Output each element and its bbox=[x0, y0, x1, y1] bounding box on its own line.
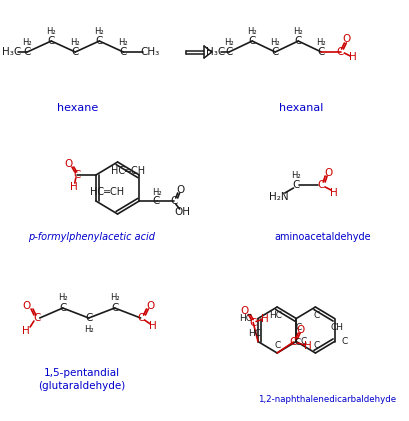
Text: H₂: H₂ bbox=[152, 187, 161, 197]
Text: C: C bbox=[96, 36, 103, 46]
Text: H₂: H₂ bbox=[247, 27, 257, 35]
Text: 1,5-pentandial: 1,5-pentandial bbox=[44, 368, 120, 378]
Text: H₂: H₂ bbox=[70, 37, 80, 46]
Text: C: C bbox=[313, 341, 319, 349]
Text: H: H bbox=[149, 321, 157, 331]
Text: C: C bbox=[294, 338, 300, 347]
Text: O: O bbox=[240, 306, 249, 317]
Text: O: O bbox=[324, 168, 332, 178]
Text: C: C bbox=[293, 180, 300, 190]
Text: H₃C: H₃C bbox=[206, 47, 225, 57]
Text: C: C bbox=[225, 47, 233, 57]
Text: HC: HC bbox=[249, 329, 262, 338]
Text: C: C bbox=[290, 337, 297, 347]
Text: C: C bbox=[72, 47, 79, 57]
Text: C: C bbox=[153, 196, 160, 206]
Text: hexanal: hexanal bbox=[279, 103, 324, 113]
Text: H₂: H₂ bbox=[292, 171, 301, 179]
Text: C: C bbox=[170, 196, 178, 206]
Text: C: C bbox=[313, 312, 319, 320]
Text: hexane: hexane bbox=[56, 103, 98, 113]
Text: H₂: H₂ bbox=[110, 293, 119, 303]
Text: C: C bbox=[318, 47, 325, 57]
Text: CH: CH bbox=[331, 323, 344, 332]
Text: H₂: H₂ bbox=[224, 37, 234, 46]
Text: aminoacetaldehyde: aminoacetaldehyde bbox=[274, 232, 371, 242]
Text: C: C bbox=[33, 313, 40, 323]
Text: HC: HC bbox=[269, 312, 282, 320]
Text: H₂: H₂ bbox=[293, 27, 303, 35]
Text: O: O bbox=[296, 325, 304, 335]
Text: H₂: H₂ bbox=[317, 37, 326, 46]
Text: H: H bbox=[70, 182, 78, 192]
Text: H: H bbox=[22, 326, 30, 336]
Text: H₂N: H₂N bbox=[269, 192, 289, 202]
Text: C: C bbox=[341, 337, 348, 346]
Text: HC═CH: HC═CH bbox=[111, 166, 146, 176]
Text: O: O bbox=[22, 301, 30, 311]
Text: H₂: H₂ bbox=[47, 27, 56, 35]
Text: O: O bbox=[342, 34, 351, 44]
Text: C: C bbox=[318, 180, 325, 190]
Text: C: C bbox=[272, 47, 279, 57]
Text: H: H bbox=[349, 52, 357, 62]
Text: C: C bbox=[24, 47, 31, 57]
Text: C: C bbox=[120, 47, 127, 57]
Text: HC: HC bbox=[239, 314, 252, 323]
Text: C: C bbox=[59, 303, 67, 313]
Text: H: H bbox=[304, 341, 312, 351]
Text: 1,2-naphthalenedicarbaldehyde: 1,2-naphthalenedicarbaldehyde bbox=[258, 395, 396, 405]
Text: (glutaraldehyde): (glutaraldehyde) bbox=[38, 381, 126, 391]
Text: C: C bbox=[73, 170, 81, 180]
Text: C: C bbox=[248, 36, 256, 46]
Text: H₂: H₂ bbox=[84, 325, 94, 333]
Text: O: O bbox=[176, 185, 185, 195]
Text: O: O bbox=[146, 301, 154, 311]
Text: p-formylphenylacetic acid: p-formylphenylacetic acid bbox=[28, 232, 155, 242]
Text: C: C bbox=[111, 303, 118, 313]
Text: H: H bbox=[261, 314, 269, 325]
Text: C: C bbox=[47, 36, 55, 46]
Text: H₂: H₂ bbox=[22, 37, 32, 46]
Text: CH₃: CH₃ bbox=[141, 47, 160, 57]
Text: H₂: H₂ bbox=[119, 37, 128, 46]
Text: H₂: H₂ bbox=[270, 37, 280, 46]
Text: C: C bbox=[294, 36, 302, 46]
Text: H₂: H₂ bbox=[58, 293, 67, 303]
Text: C: C bbox=[249, 317, 257, 328]
Text: C: C bbox=[295, 323, 301, 332]
Text: C: C bbox=[275, 341, 281, 349]
Text: H: H bbox=[330, 188, 338, 198]
Text: O: O bbox=[64, 159, 72, 169]
Text: HC═CH: HC═CH bbox=[90, 187, 124, 197]
Text: H₂: H₂ bbox=[94, 27, 104, 35]
Text: C: C bbox=[337, 47, 344, 57]
Text: H₃C: H₃C bbox=[2, 47, 22, 57]
Text: OH: OH bbox=[175, 207, 191, 217]
Text: C: C bbox=[85, 313, 92, 323]
Text: C: C bbox=[300, 337, 306, 346]
Text: C: C bbox=[137, 313, 144, 323]
